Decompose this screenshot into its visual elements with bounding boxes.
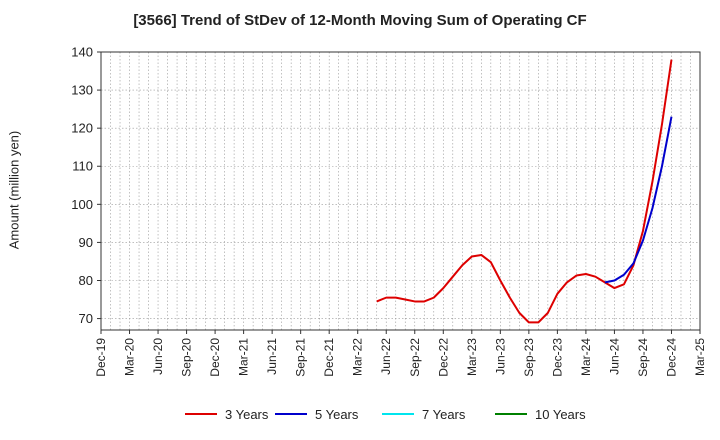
series-line-5-years [604, 116, 673, 284]
x-tick-label: Mar-22 [351, 338, 365, 376]
x-tick-label: Dec-24 [664, 338, 678, 377]
y-tick-label: 110 [72, 159, 93, 174]
x-tick-label: Dec-22 [436, 338, 450, 377]
x-tick-label: Sep-21 [294, 338, 308, 377]
x-tick-label: Mar-20 [123, 338, 137, 376]
y-tick-label: 90 [79, 235, 93, 250]
y-tick-label: 70 [79, 311, 93, 326]
x-tick-label: Sep-20 [180, 338, 194, 377]
legend-label: 10 Years [535, 407, 586, 422]
x-tick-label: Jun-24 [607, 338, 621, 375]
x-tick-label: Dec-23 [550, 338, 564, 377]
x-tick-label: Mar-24 [579, 338, 593, 376]
y-tick-label: 100 [71, 197, 93, 212]
legend-label: 5 Years [315, 407, 359, 422]
plot-area [100, 51, 701, 331]
x-tick-label: Mar-21 [237, 338, 251, 376]
x-tick-label: Dec-20 [208, 338, 222, 377]
x-tick-label: Jun-23 [493, 338, 507, 375]
chart-title: [3566] Trend of StDev of 12-Month Moving… [133, 12, 587, 29]
y-tick-label: 80 [79, 273, 93, 288]
x-tick-label: Jun-22 [379, 338, 393, 375]
series-line-3-years [376, 59, 673, 324]
y-tick-label: 140 [71, 45, 93, 60]
x-tick-label: Jun-21 [265, 338, 279, 375]
legend-label: 3 Years [225, 407, 269, 422]
y-tick-label: 120 [71, 121, 93, 136]
x-tick-label: Sep-22 [408, 338, 422, 377]
x-tick-label: Mar-25 [693, 338, 707, 376]
x-tick-label: Sep-24 [636, 338, 650, 377]
x-tick-label: Dec-19 [94, 338, 108, 377]
x-tick-label: Jun-20 [151, 338, 165, 375]
legend-label: 7 Years [422, 407, 466, 422]
y-tick-label: 130 [71, 83, 93, 98]
x-tick-label: Dec-21 [322, 338, 336, 377]
x-tick-label: Mar-23 [465, 338, 479, 376]
x-tick-label: Sep-23 [522, 338, 536, 377]
